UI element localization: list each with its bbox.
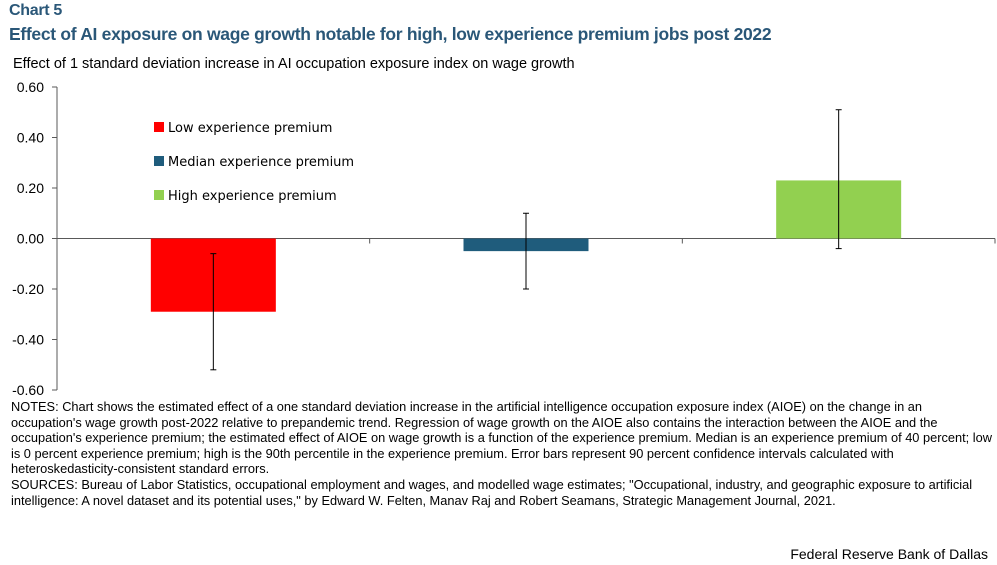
legend-label: Low experience premium <box>168 121 332 136</box>
chart-title: Effect of AI exposure on wage growth not… <box>9 24 772 44</box>
y-tick-label: 0.20 <box>17 180 44 196</box>
sources-text: SOURCES: Bureau of Labor Statistics, occ… <box>11 476 973 508</box>
chart-number: Chart 5 <box>9 2 63 19</box>
legend-swatch <box>154 190 164 200</box>
y-tick-label: 0.40 <box>17 130 44 146</box>
legend-swatch <box>154 122 164 132</box>
bar-chart: 0.60 0.40 0.20 0.00 -0.20 -0.40 -0.60 Low exper… <box>12 79 996 398</box>
y-tick-label: -0.60 <box>12 382 44 398</box>
y-tick-label: -0.20 <box>12 281 44 297</box>
y-tick-label: -0.40 <box>12 332 44 348</box>
chart-subtitle: Effect of 1 standard deviation increase … <box>13 56 575 72</box>
notes-text: NOTES: Chart shows the estimated effect … <box>11 399 992 477</box>
y-tick-label: 0.60 <box>17 79 44 95</box>
chart-notes: NOTES: Chart shows the estimated effect … <box>11 399 993 508</box>
y-tick-label: 0.00 <box>17 231 44 247</box>
legend-label: Median experience premium <box>168 155 354 170</box>
legend-swatch <box>154 156 164 166</box>
legend-label: High experience premium <box>168 189 337 204</box>
source-credit: Federal Reserve Bank of Dallas <box>790 546 988 562</box>
